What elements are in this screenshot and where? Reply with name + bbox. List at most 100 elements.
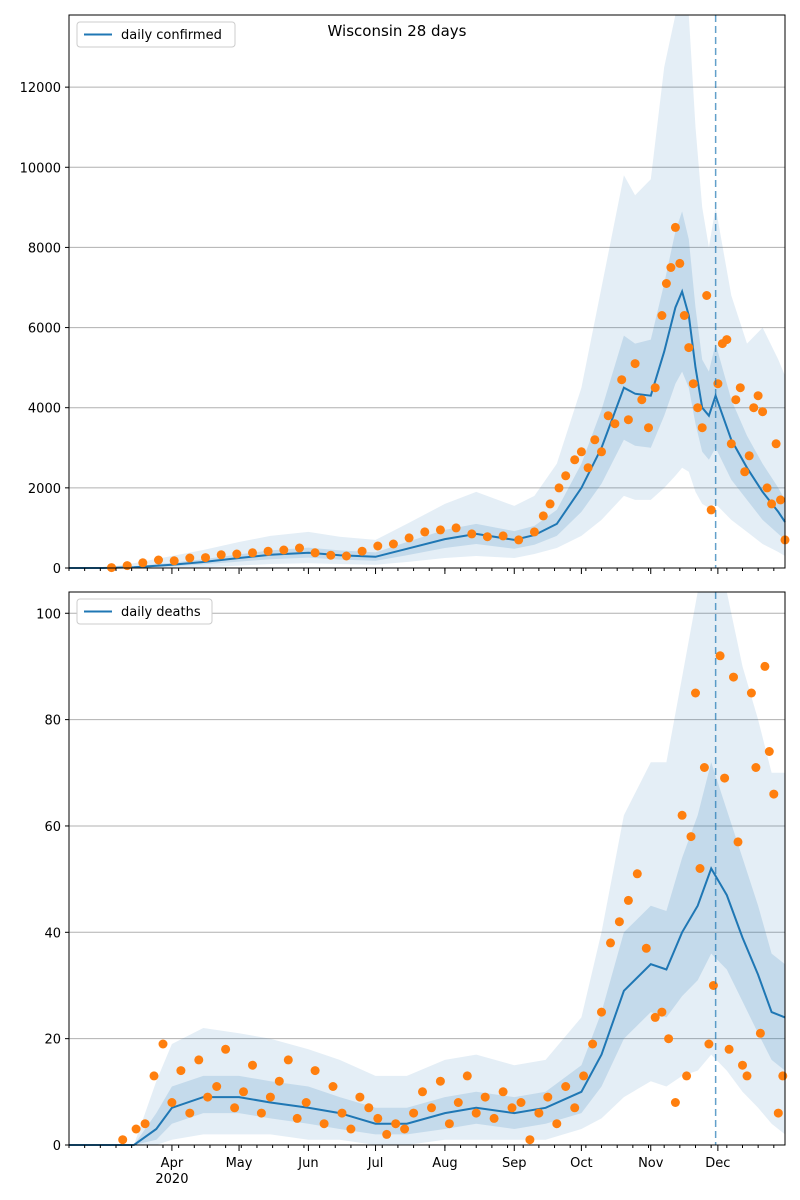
observed-point (746, 688, 756, 698)
y-tick-label: 20 (44, 1033, 61, 1048)
inner-interval-band (69, 762, 785, 1145)
observed-point (724, 1044, 734, 1054)
x-tick-label: Aug (432, 1156, 457, 1171)
y-tick-label: 100 (36, 607, 61, 622)
observed-point (722, 335, 732, 345)
chart-title: Wisconsin 28 days (328, 22, 467, 40)
observed-point (283, 1055, 293, 1065)
observed-point (248, 548, 257, 558)
observed-point (726, 439, 736, 449)
observed-point (588, 1039, 598, 1049)
y-tick-label: 8000 (28, 241, 61, 256)
observed-point (292, 1113, 302, 1123)
observed-point (404, 533, 414, 543)
observed-point (708, 981, 718, 990)
observed-point (657, 1007, 667, 1017)
observed-point (279, 545, 289, 555)
observed-point (418, 1087, 427, 1097)
observed-point (248, 1060, 257, 1070)
observed-point (319, 1119, 329, 1129)
observed-point (579, 1071, 589, 1081)
observed-point (664, 1034, 674, 1044)
observed-point (561, 471, 571, 481)
observed-point (740, 467, 750, 477)
observed-point (623, 895, 633, 905)
confirmed-legend: daily confirmed (76, 21, 236, 48)
observed-point (435, 525, 445, 535)
observed-point (435, 1076, 445, 1086)
observed-point (169, 556, 179, 566)
observed-point (482, 532, 492, 542)
observed-point (691, 688, 700, 698)
observed-point (597, 447, 606, 457)
observed-point (610, 419, 620, 429)
observed-point (590, 435, 600, 445)
observed-point (451, 523, 461, 533)
observed-point (507, 1103, 517, 1113)
observed-point (138, 558, 148, 568)
observed-point (699, 763, 709, 772)
x-tick-label: Jun (297, 1156, 318, 1171)
observed-point (632, 869, 642, 879)
y-tick-label: 6000 (28, 322, 61, 337)
x-tick-label: Sep (502, 1156, 527, 1171)
observed-point (753, 391, 763, 401)
observed-point (337, 1108, 347, 1118)
observed-point (265, 1092, 275, 1102)
observed-point (755, 1028, 765, 1038)
observed-point (194, 1055, 204, 1065)
confirmed-legend-label: daily confirmed (121, 28, 222, 43)
y-tick-label: 60 (44, 820, 61, 835)
observed-point (514, 535, 524, 545)
observed-point (715, 651, 725, 661)
observed-point (230, 1103, 240, 1113)
observed-point (704, 1039, 714, 1049)
observed-point (637, 395, 647, 405)
observed-point (733, 837, 743, 847)
observed-point (516, 1098, 526, 1107)
observed-point (583, 463, 593, 473)
observed-point (185, 553, 195, 563)
observed-point (295, 543, 304, 553)
observed-point (697, 423, 707, 433)
observed-point (670, 222, 680, 232)
observed-point (409, 1108, 419, 1118)
observed-point (140, 1119, 150, 1129)
observed-point (391, 1119, 401, 1129)
observed-point (489, 1113, 499, 1123)
observed-point (149, 1071, 159, 1081)
observed-point (388, 539, 398, 549)
observed-point (695, 864, 705, 873)
confirmed-panel: 0 2000 4000 6000 8000 10000 12000 daily confir… (20, 14, 790, 577)
observed-point (675, 258, 685, 268)
observed-point (738, 1060, 747, 1070)
observed-point (661, 279, 671, 288)
observed-point (771, 439, 781, 449)
observed-point (328, 1082, 338, 1091)
observed-point (232, 549, 242, 559)
observed-point (122, 561, 132, 571)
y-tick-label: 10000 (20, 161, 61, 176)
observed-point (467, 529, 477, 539)
observed-point (131, 1124, 141, 1134)
observed-point (274, 1076, 284, 1086)
observed-point (758, 407, 768, 417)
observed-point (420, 527, 430, 537)
observed-point (679, 311, 689, 320)
observed-point (762, 483, 772, 493)
observed-point (167, 1098, 177, 1107)
observed-point (357, 546, 367, 556)
observed-point (554, 483, 564, 493)
observed-point (769, 789, 779, 799)
observed-point (751, 763, 761, 772)
observed-point (444, 1119, 454, 1129)
observed-point (778, 1071, 788, 1081)
observed-point (760, 661, 770, 671)
observed-point (742, 1071, 752, 1081)
observed-point (203, 1092, 213, 1102)
observed-point (641, 943, 651, 953)
observed-point (650, 383, 660, 393)
observed-point (221, 1044, 231, 1054)
x-tick-label: Jul (367, 1156, 384, 1171)
deaths-plot-frame (68, 591, 786, 1146)
